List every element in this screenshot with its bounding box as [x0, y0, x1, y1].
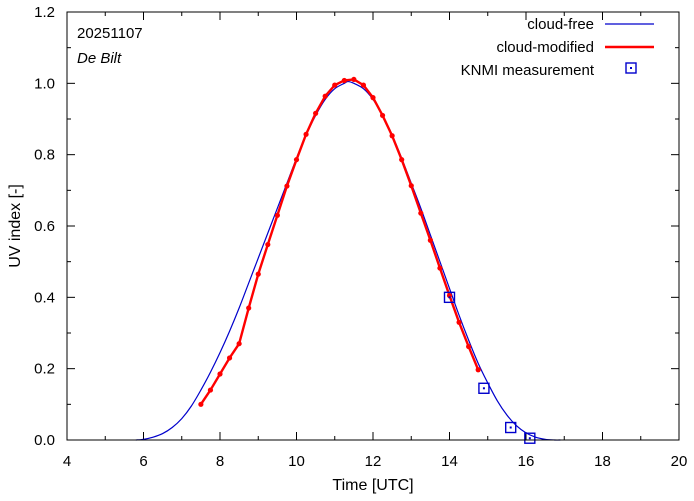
- series-knmi-measurement-point-dot: [448, 296, 451, 299]
- series-knmi-measurement-point: [505, 421, 517, 434]
- series-cloud-modified-point: [226, 355, 233, 361]
- x-tick-label: 20: [671, 453, 688, 470]
- series-cloud-modified-point: [207, 387, 214, 393]
- y-tick-label: 0.2: [34, 361, 55, 378]
- series-cloud-modified-point: [313, 110, 319, 116]
- series-cloud-modified-point: [236, 341, 242, 347]
- series-knmi-measurement-point-dot: [528, 437, 531, 440]
- legend-swatch-knmi-measurement: [625, 62, 637, 74]
- series-cloud-modified-point: [370, 95, 376, 101]
- x-axis-title: Time [UTC]: [332, 477, 413, 494]
- legend: cloud-free cloud-modified KNMI measureme…: [461, 16, 654, 79]
- y-tick-label: 1.2: [34, 4, 55, 21]
- series-cloud-modified-point: [427, 237, 433, 243]
- series-knmi-measurement-point-dot: [509, 426, 512, 429]
- y-axis-title: UV index [-]: [7, 184, 24, 268]
- x-tick-label: 6: [139, 453, 147, 470]
- series-cloud-modified-point: [246, 305, 252, 311]
- series-cloud-modified-line: [199, 78, 480, 405]
- legend-swatch-knmi-dot: [630, 67, 632, 69]
- series-cloud-modified-point: [217, 371, 223, 377]
- series-cloud-modified-point: [418, 210, 424, 216]
- series-cloud-modified-point: [379, 112, 386, 119]
- series-layer: [135, 76, 561, 444]
- series-cloud-modified-point: [351, 76, 357, 83]
- series-cloud-modified-point: [408, 183, 414, 189]
- series-knmi-measurement-point: [443, 291, 456, 304]
- series-knmi-measurement-point-dot: [482, 387, 485, 390]
- series-cloud-modified-point: [446, 292, 453, 299]
- series-cloud-modified-point: [303, 131, 309, 137]
- x-tick-label: 18: [594, 453, 611, 470]
- y-tick-label: 0.4: [34, 289, 55, 306]
- series-cloud-modified-point: [466, 343, 472, 350]
- series-cloud-modified-point: [399, 157, 405, 163]
- legend-label-cloud-modified: cloud-modified: [496, 39, 594, 56]
- series-cloud-modified-point: [360, 82, 367, 88]
- x-tick-label: 8: [216, 453, 224, 470]
- series-cloud-modified-point: [341, 77, 347, 84]
- series-cloud-modified-point: [475, 367, 481, 373]
- x-tick-label: 12: [365, 453, 382, 470]
- series-cloud-modified-point: [322, 93, 328, 99]
- series-cloud-modified-point: [437, 265, 443, 271]
- x-tick-label: 4: [63, 453, 71, 470]
- series-cloud-modified-point: [198, 401, 204, 407]
- y-tick-label: 0.8: [34, 147, 55, 164]
- y-tick-label: 0.6: [34, 218, 55, 235]
- series-cloud-modified-point: [332, 82, 338, 88]
- x-tick-label: 14: [441, 453, 458, 470]
- y-tick-label: 0.0: [34, 432, 55, 449]
- series-knmi-measurement-point: [524, 432, 536, 444]
- series-cloud-modified-point: [284, 183, 290, 189]
- legend-label-knmi-measurement: KNMI measurement: [461, 62, 595, 79]
- legend-label-cloud-free: cloud-free: [527, 16, 594, 33]
- series-cloud-modified-point: [456, 319, 462, 325]
- series-cloud-free-line: [135, 80, 561, 441]
- y-tick-label: 1.0: [34, 75, 55, 92]
- x-tick-label: 16: [518, 453, 535, 470]
- location-annotation: De Bilt: [77, 50, 122, 67]
- series-knmi-measurement-point: [478, 382, 490, 394]
- date-annotation: 20251107: [77, 25, 143, 42]
- plot-frame: [66, 11, 680, 441]
- tick-labels: 4 6 8 10 12 14 16 18 20 0.0 0.2 0.4 0.6 0.8 1.0 1.2: [34, 4, 687, 470]
- series-cloud-modified-point: [265, 241, 271, 248]
- series-cloud-modified-point: [293, 157, 300, 163]
- series-cloud-modified-point: [389, 133, 395, 139]
- x-tick-label: 10: [288, 453, 305, 470]
- series-cloud-modified-point: [274, 212, 280, 218]
- series-cloud-modified-point: [255, 271, 261, 277]
